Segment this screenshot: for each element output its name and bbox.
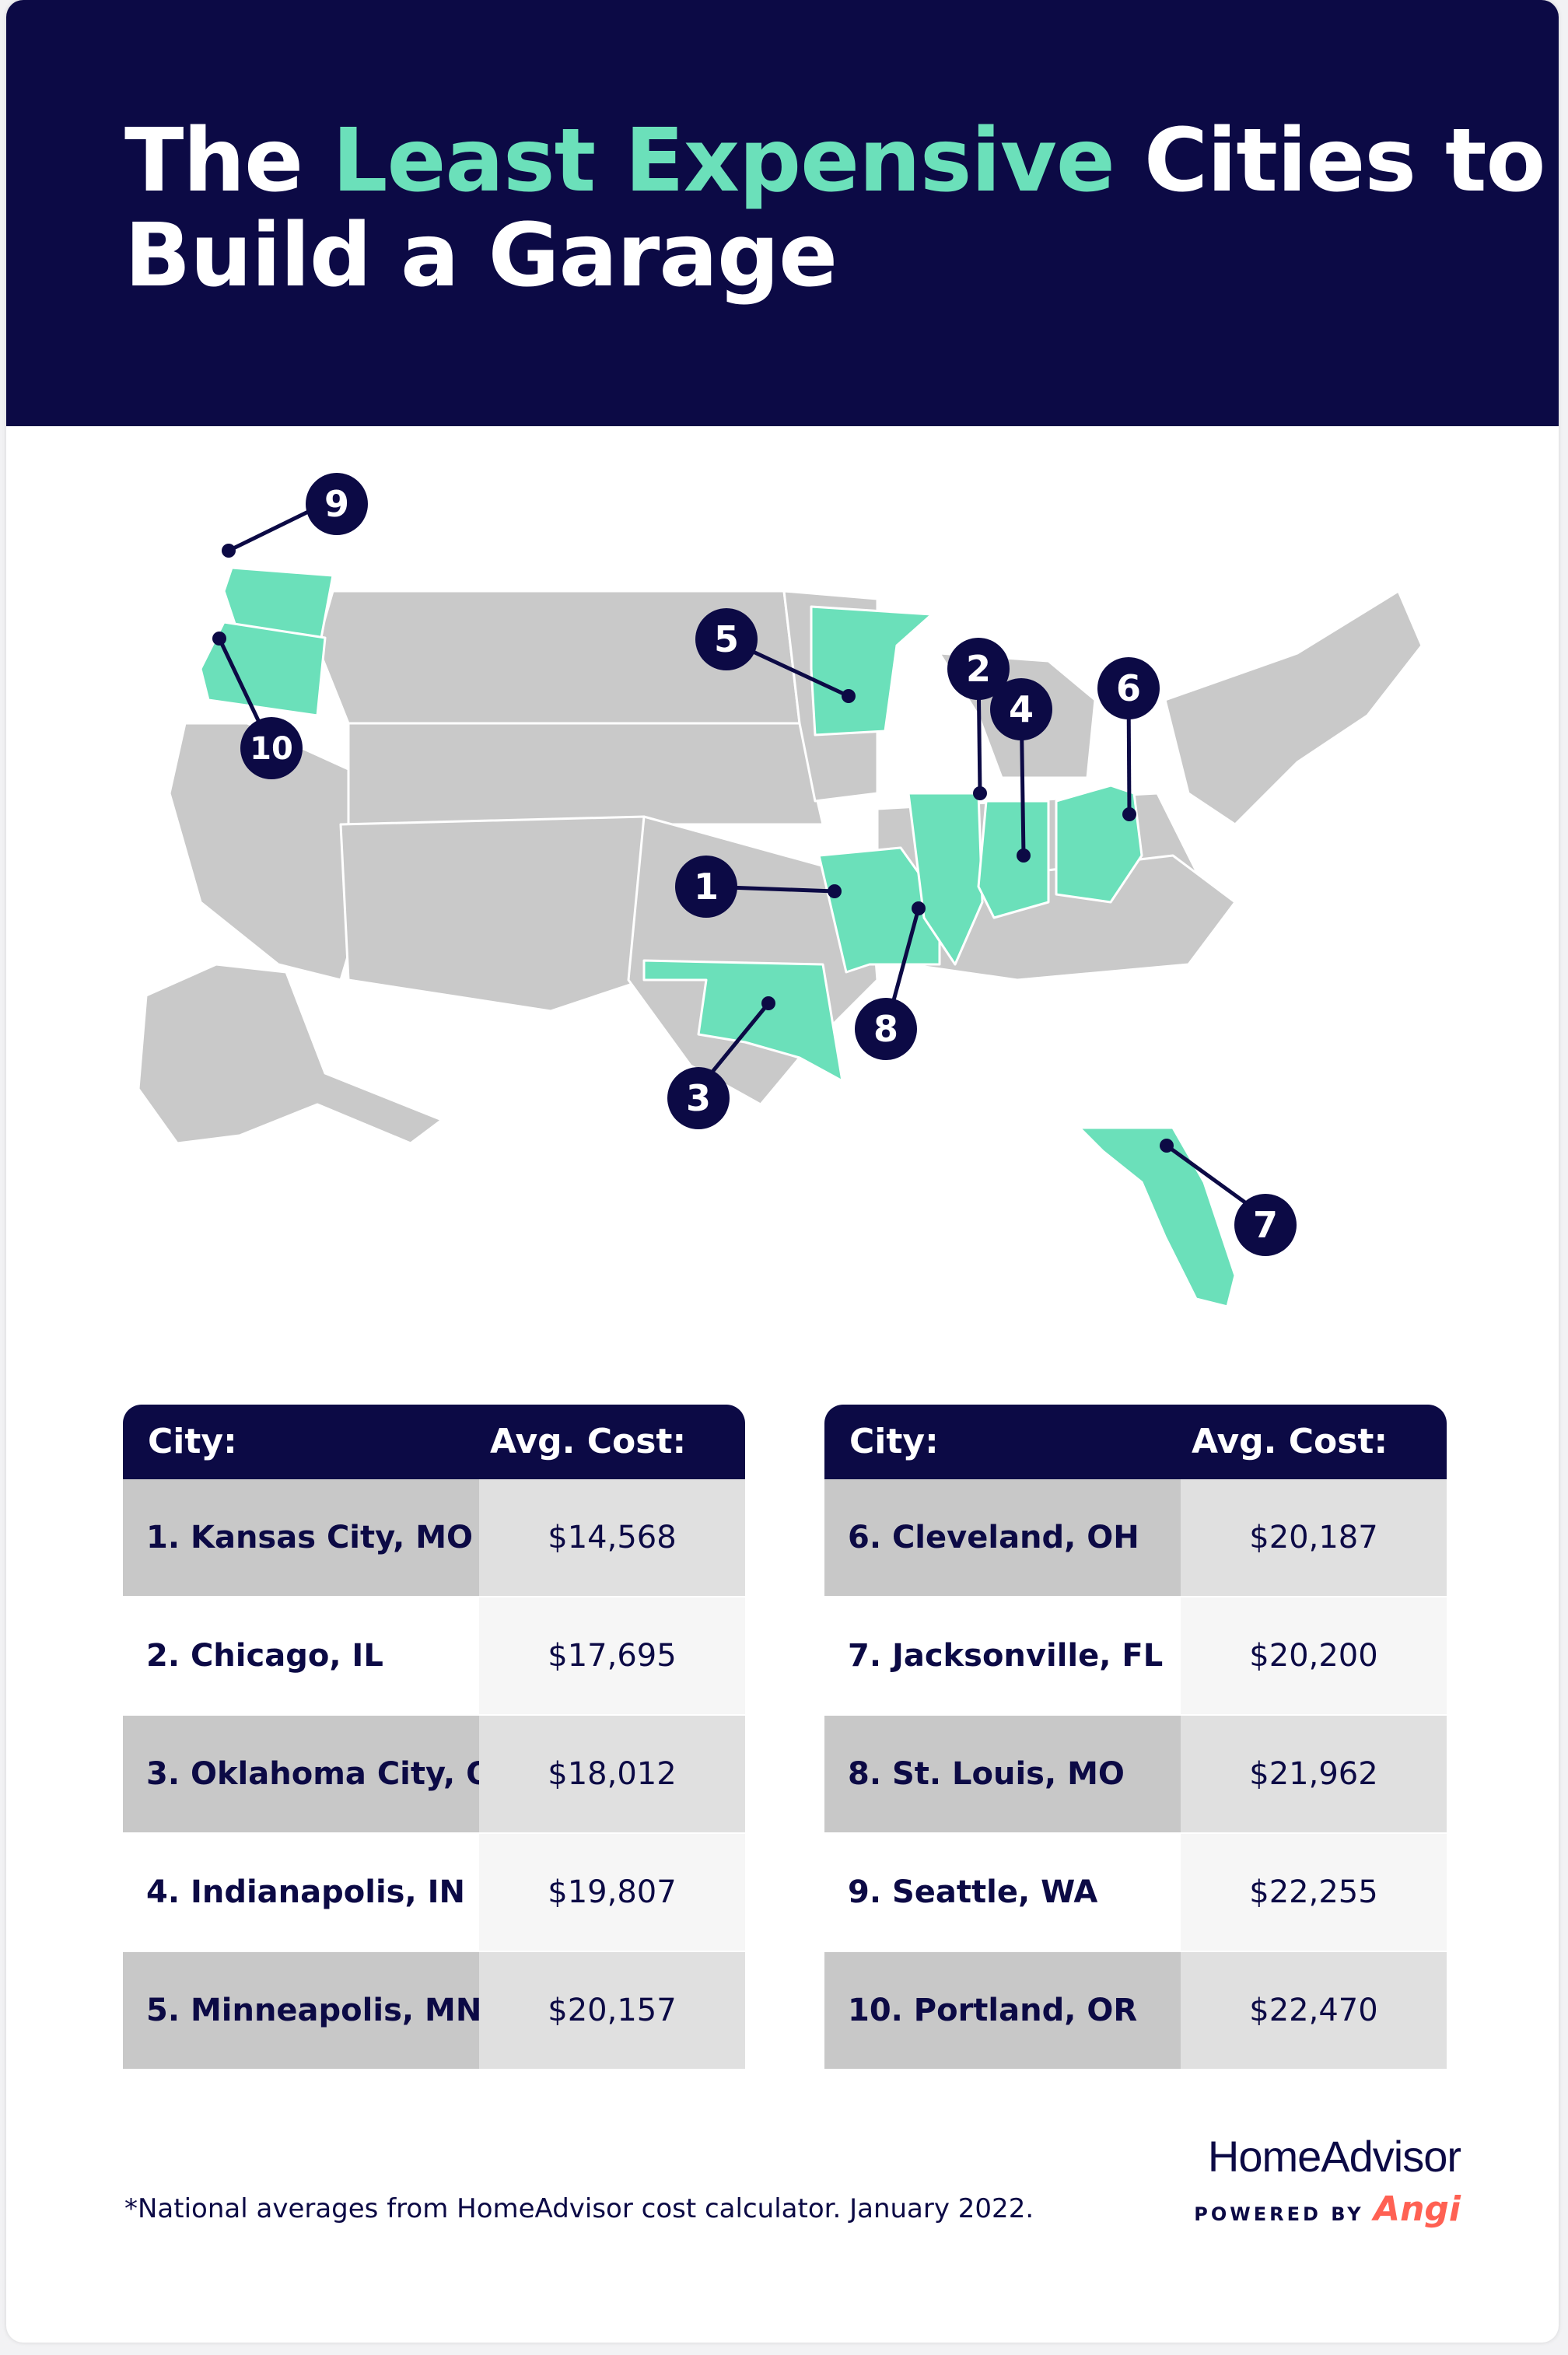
svg-text:4: 4	[1009, 688, 1034, 730]
state-mountain	[347, 722, 824, 826]
cost-cell: $19,807	[479, 1834, 745, 1951]
state-oklahoma	[642, 959, 844, 1083]
state-southwest	[339, 815, 646, 1013]
svg-text:10: 10	[250, 731, 293, 767]
page-title: The Least Expensive Cities to Build a Gar…	[124, 110, 1545, 306]
cost-table-left: City: Avg. Cost: 1. Kansas City, MO $14,5…	[123, 1405, 745, 2070]
col-city-header: City:	[849, 1422, 939, 1461]
svg-text:8: 8	[873, 1008, 898, 1050]
city-cell: 2. Chicago, IL	[123, 1597, 479, 1714]
col-cost-header: Avg. Cost:	[1192, 1422, 1388, 1461]
city-cell: 6. Cleveland, OH	[824, 1479, 1181, 1596]
powered-by: POWERED BY Angi	[1194, 2189, 1461, 2229]
table-header: City: Avg. Cost:	[123, 1405, 745, 1479]
partner-logo: Angi	[1374, 2189, 1461, 2229]
table-row: 6. Cleveland, OH $20,187	[824, 1479, 1447, 1597]
title-highlight: Least Expensive	[332, 110, 1115, 212]
table-row: 7. Jacksonville, FL $20,200	[824, 1597, 1447, 1716]
city-cell: 5. Minneapolis, MN	[123, 1952, 481, 2069]
marker-1: 1	[675, 856, 737, 918]
brand-name: HomeAdvisor	[1207, 2132, 1461, 2181]
state-illinois	[907, 792, 984, 966]
state-ohio	[1055, 784, 1143, 904]
city-cell: 8. St. Louis, MO	[824, 1716, 1181, 1832]
marker-10: 10	[240, 717, 303, 779]
city-cell: 7. Jacksonville, FL	[824, 1597, 1181, 1714]
cost-cell: $20,157	[479, 1952, 745, 2069]
table-header: City: Avg. Cost:	[824, 1405, 1447, 1479]
city-cell: 10. Portland, OR	[824, 1952, 1181, 2069]
us-map: 1 2 3 4 5 6 7 8 9 10	[137, 473, 1423, 1308]
state-northeast	[1164, 590, 1423, 826]
cost-cell: $20,200	[1181, 1597, 1447, 1714]
table-row: 4. Indianapolis, IN $19,807	[123, 1834, 745, 1952]
svg-text:2: 2	[966, 648, 991, 690]
cost-cell: $22,255	[1181, 1834, 1447, 1951]
header-banner: The Least Expensive Cities to Build a Gar…	[6, 0, 1559, 426]
state-indiana	[977, 800, 1050, 919]
svg-text:1: 1	[694, 866, 719, 908]
marker-3: 3	[667, 1067, 730, 1129]
state-minnesota	[810, 605, 933, 737]
marker-6: 6	[1097, 657, 1160, 719]
brand-logo: HomeAdvisor POWERED BY Angi	[1181, 2131, 1461, 2229]
table-row: 2. Chicago, IL $17,695	[123, 1597, 745, 1716]
cost-cell: $20,187	[1181, 1479, 1447, 1596]
svg-text:5: 5	[714, 618, 739, 660]
svg-text:7: 7	[1253, 1204, 1278, 1246]
infographic-card: The Least Expensive Cities to Build a Gar…	[6, 0, 1559, 2343]
city-cell: 4. Indianapolis, IN	[123, 1834, 479, 1951]
col-city-header: City:	[148, 1422, 237, 1461]
svg-text:6: 6	[1116, 667, 1141, 709]
state-alaska	[137, 963, 443, 1145]
cost-cell: $17,695	[479, 1597, 745, 1714]
svg-text:3: 3	[686, 1077, 711, 1119]
table-row: 5. Minneapolis, MN $20,157	[123, 1952, 745, 2070]
col-cost-header: Avg. Cost:	[490, 1422, 687, 1461]
state-oregon	[199, 621, 327, 717]
table-row: 1. Kansas City, MO $14,568	[123, 1479, 745, 1597]
table-row: 10. Portland, OR $22,470	[824, 1952, 1447, 2070]
cost-cell: $18,012	[479, 1716, 745, 1832]
marker-4: 4	[990, 678, 1052, 740]
table-row: 3. Oklahoma City, OK $18,012	[123, 1716, 745, 1834]
table-row: 8. St. Louis, MO $21,962	[824, 1716, 1447, 1834]
cost-cell: $14,568	[479, 1479, 745, 1596]
cost-table-right: City: Avg. Cost: 6. Cleveland, OH $20,187…	[824, 1405, 1447, 2070]
cost-cell: $21,962	[1181, 1716, 1447, 1832]
marker-5: 5	[695, 608, 758, 670]
marker-2: 2	[947, 638, 1010, 700]
city-cell: 9. Seattle, WA	[824, 1834, 1181, 1951]
svg-text:9: 9	[324, 483, 349, 525]
city-cell: 1. Kansas City, MO	[123, 1479, 479, 1596]
footnote: *National averages from HomeAdvisor cost…	[124, 2193, 1034, 2224]
state-florida	[1078, 1126, 1237, 1308]
marker-9: 9	[306, 473, 368, 535]
table-row: 9. Seattle, WA $22,255	[824, 1834, 1447, 1952]
cost-cell: $22,470	[1181, 1952, 1447, 2069]
marker-8: 8	[855, 998, 917, 1060]
city-cell: 3. Oklahoma City, OK	[123, 1716, 516, 1832]
marker-7: 7	[1234, 1194, 1297, 1256]
